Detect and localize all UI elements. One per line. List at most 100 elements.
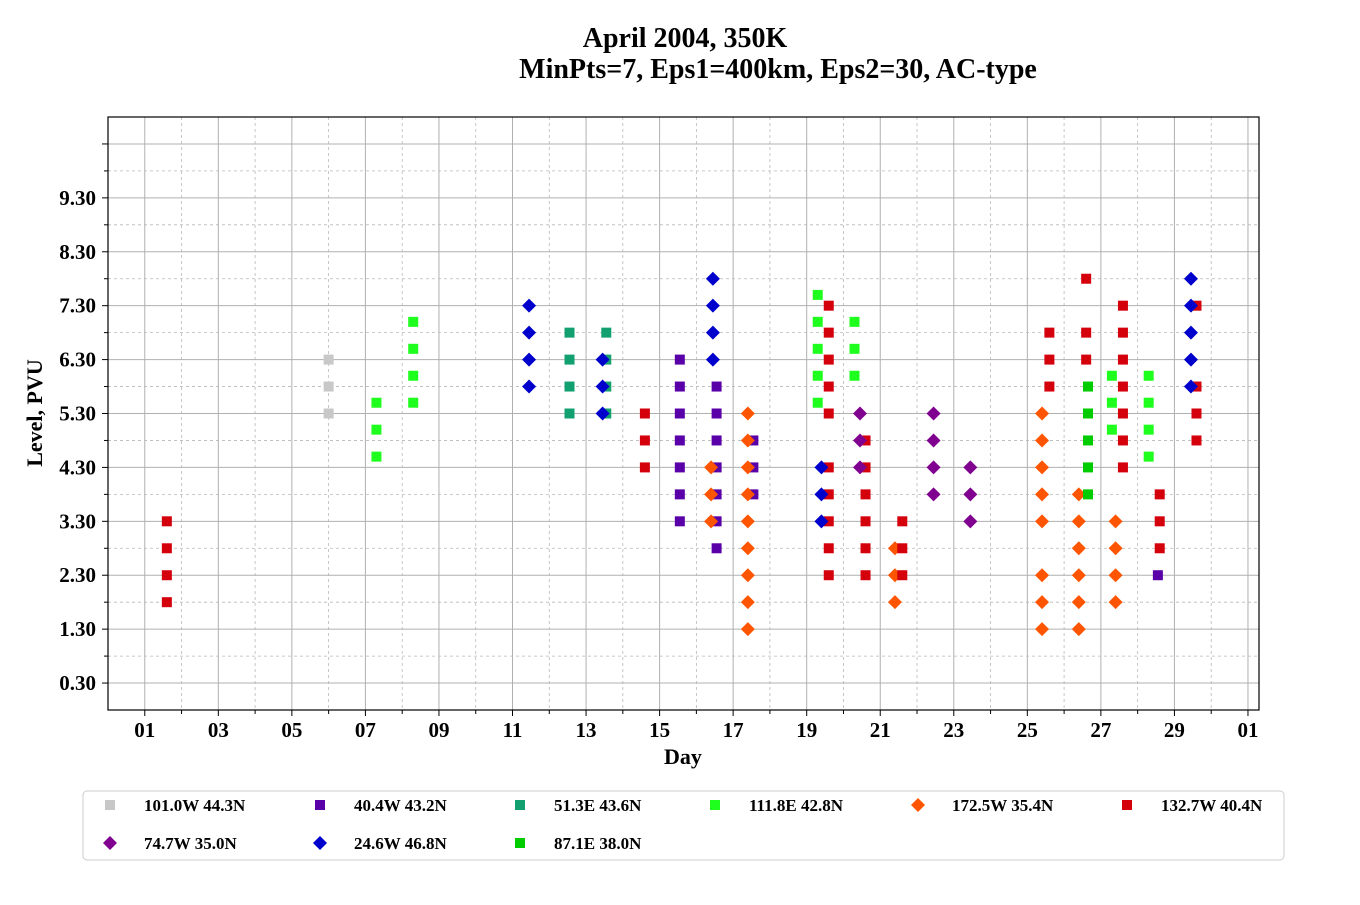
data-point	[323, 408, 334, 419]
data-point	[860, 543, 871, 554]
data-point	[1071, 487, 1086, 502]
data-point	[161, 597, 172, 608]
legend-item: 172.5W 35.4N	[911, 796, 1054, 815]
series-4	[371, 289, 1154, 462]
data-point	[1071, 514, 1086, 529]
x-tick-label: 21	[870, 718, 891, 742]
data-point	[522, 379, 537, 394]
y-tick-label: 4.30	[59, 455, 96, 479]
data-point	[1106, 424, 1117, 435]
data-point	[740, 406, 755, 421]
data-point	[853, 460, 868, 475]
x-tick-label: 19	[796, 718, 817, 742]
data-point	[1106, 370, 1117, 381]
data-point	[823, 543, 834, 554]
data-point	[740, 595, 755, 610]
data-point	[711, 435, 722, 446]
data-point	[564, 381, 575, 392]
data-point	[1071, 541, 1086, 556]
x-axis-label: Day	[664, 744, 702, 769]
x-tick-label: 25	[1017, 718, 1038, 742]
data-point	[371, 424, 382, 435]
data-point	[1081, 354, 1092, 365]
tick-layer: 01 03 05 07 09 11 13 15 17 19 21 23 25 27 29 01 0.30 1.30…	[59, 143, 1258, 742]
data-point	[1083, 489, 1094, 500]
data-point	[408, 343, 419, 354]
legend-marker	[105, 800, 115, 810]
grid-layer	[108, 117, 1259, 710]
data-point	[1083, 381, 1094, 392]
data-point	[963, 487, 978, 502]
data-point	[887, 595, 902, 610]
data-points-layer	[161, 271, 1202, 637]
data-point	[823, 354, 834, 365]
data-point	[963, 460, 978, 475]
data-point	[740, 514, 755, 529]
data-point	[1035, 433, 1050, 448]
legend-label: 101.0W 44.3N	[144, 796, 246, 815]
legend-item: 74.7W 35.0N	[103, 834, 237, 853]
data-point	[1081, 327, 1092, 338]
legend-item: 51.3E 43.6N	[515, 796, 642, 815]
data-point	[595, 379, 610, 394]
legend-marker	[315, 800, 325, 810]
x-tick-label: 07	[355, 718, 376, 742]
data-point	[812, 289, 823, 300]
y-tick-label: 1.30	[59, 617, 96, 641]
y-tick-label: 9.30	[59, 186, 96, 210]
data-point	[1117, 462, 1128, 473]
x-tick-label: 17	[723, 718, 744, 742]
y-tick-label: 6.30	[59, 348, 96, 372]
legend-label: 111.8E 42.8N	[749, 796, 844, 815]
data-point	[711, 381, 722, 392]
data-point	[371, 397, 382, 408]
data-point	[601, 327, 612, 338]
legend-label: 132.7W 40.4N	[1161, 796, 1263, 815]
data-point	[1083, 435, 1094, 446]
data-point	[674, 489, 685, 500]
data-point	[1117, 327, 1128, 338]
data-point	[1154, 516, 1165, 527]
legend-frame	[82, 790, 1285, 861]
data-point	[1143, 397, 1154, 408]
y-axis-label: Level, PVU	[22, 359, 47, 467]
data-point	[1191, 408, 1202, 419]
y-tick-label: 2.30	[59, 563, 96, 587]
x-tick-label: 03	[208, 718, 229, 742]
data-point	[1117, 435, 1128, 446]
data-point	[814, 460, 829, 475]
data-point	[860, 516, 871, 527]
data-point	[161, 543, 172, 554]
data-point	[595, 406, 610, 421]
data-point	[823, 300, 834, 311]
data-point	[1083, 408, 1094, 419]
data-point	[812, 370, 823, 381]
data-point	[1117, 381, 1128, 392]
data-point	[705, 325, 720, 340]
data-point	[926, 487, 941, 502]
x-tick-label: 09	[428, 718, 449, 742]
data-point	[926, 460, 941, 475]
data-point	[740, 568, 755, 583]
data-point	[1191, 435, 1202, 446]
data-point	[674, 408, 685, 419]
series-8	[522, 271, 1198, 529]
series-7	[853, 406, 978, 529]
data-point	[1035, 595, 1050, 610]
data-point	[639, 462, 650, 473]
data-point	[926, 433, 941, 448]
data-point	[161, 570, 172, 581]
legend-item: 24.6W 46.8N	[313, 834, 447, 853]
legend-item: 132.7W 40.4N	[1122, 796, 1263, 815]
data-point	[1035, 514, 1050, 529]
y-tick-label: 5.30	[59, 402, 96, 426]
data-point	[371, 451, 382, 462]
data-point	[1081, 273, 1092, 284]
plot-frame	[107, 116, 1260, 711]
data-point	[1035, 622, 1050, 637]
data-point	[1108, 568, 1123, 583]
data-point	[1183, 379, 1198, 394]
data-point	[674, 435, 685, 446]
